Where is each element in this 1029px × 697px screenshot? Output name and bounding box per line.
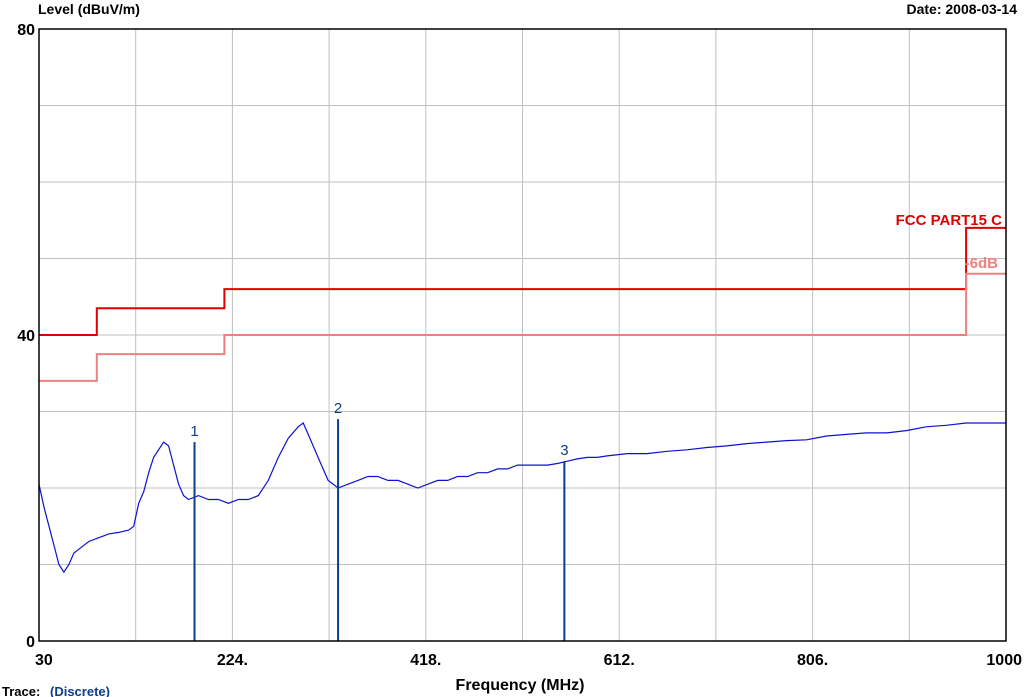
- marker-label: 1: [190, 423, 198, 440]
- x-tick-label: 1000: [986, 652, 1022, 669]
- trace-line: [38, 422, 1006, 574]
- legend-limit-label: FCC PART15 C: [896, 212, 1003, 229]
- x-tick-label: 806.: [797, 652, 828, 669]
- footer-trace-value: (Discrete): [50, 684, 110, 697]
- x-tick-label: 30: [35, 652, 53, 669]
- x-tick-label: 612.: [604, 652, 635, 669]
- x-axis-label: Frequency (MHz): [456, 677, 585, 694]
- y-tick-label: 0: [26, 634, 35, 651]
- x-tick-label: 224.: [217, 652, 248, 669]
- plot-frame: [38, 28, 1007, 642]
- limit-lines: FCC PART15 C -6dB: [39, 212, 1006, 382]
- chart-date: Date: 2008-03-14: [906, 1, 1017, 17]
- markers: 1 2 3: [190, 400, 569, 641]
- y-tick-label: 40: [17, 328, 35, 345]
- limit-line-0: [39, 226, 1006, 336]
- measurement-trace: [38, 422, 1006, 574]
- marker-label: 3: [560, 442, 568, 459]
- chart-title-left: Level (dBuV/m): [38, 1, 140, 17]
- y-tick-label: 80: [17, 22, 35, 39]
- axis-labels: 30 224. 418. 612. 806. 1000 0 40 80: [17, 22, 1022, 669]
- legend-margin-label: -6dB: [965, 255, 999, 272]
- x-tick-label: 418.: [410, 652, 441, 669]
- marker-label: 2: [334, 400, 342, 417]
- limit-line-1: [39, 272, 1006, 382]
- footer-trace-label: Trace:: [2, 684, 40, 697]
